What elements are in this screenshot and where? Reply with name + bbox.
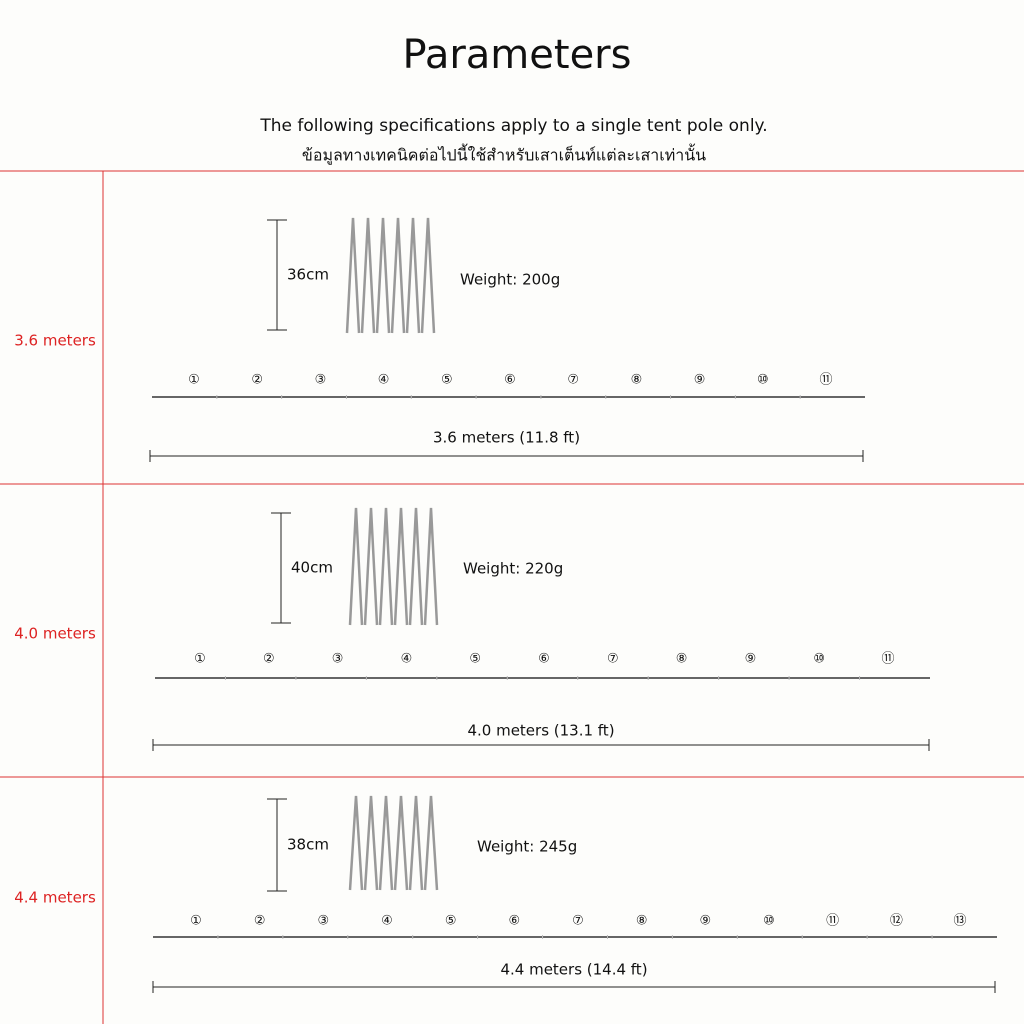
segment-number: ⑨ <box>700 914 712 929</box>
segment-number: ⑫ <box>890 914 903 929</box>
segment-number: ③ <box>332 652 344 667</box>
folded-pole <box>420 217 436 334</box>
total-length: 4.4 meters (14.4 ft) <box>500 961 647 979</box>
segment-number: ① <box>194 652 206 667</box>
segment-number: ⑨ <box>745 652 757 667</box>
folded-pole <box>345 217 361 334</box>
segment-number: ⑥ <box>504 373 516 388</box>
segment-number: ② <box>263 652 275 667</box>
folded-pole <box>360 217 376 334</box>
segment-number: ⑨ <box>694 373 706 388</box>
segment-number: ③ <box>315 373 327 388</box>
segment-number: ⑪ <box>881 652 894 667</box>
folded-length: 36cm <box>287 266 329 284</box>
segment-number: ⑤ <box>469 652 481 667</box>
segment-number: ⑤ <box>445 914 457 929</box>
segment-number: ② <box>254 914 266 929</box>
row-label: 4.0 meters <box>14 625 96 643</box>
folded-pole <box>375 217 391 334</box>
segment-number: ⑦ <box>572 914 584 929</box>
folded-pole <box>393 795 409 891</box>
subtitle: The following specifications apply to a … <box>259 116 767 136</box>
weight: Weight: 200g <box>460 271 560 289</box>
segment-number: ⑪ <box>819 373 832 388</box>
segment-number: ① <box>188 373 200 388</box>
segment-number: ⑩ <box>763 914 775 929</box>
total-length: 4.0 meters (13.1 ft) <box>467 722 614 740</box>
segment-number: ⑦ <box>607 652 619 667</box>
segment-number: ⑦ <box>567 373 579 388</box>
folded-length: 40cm <box>291 559 333 577</box>
title: Parameters <box>403 32 632 78</box>
total-length: 3.6 meters (11.8 ft) <box>433 429 580 447</box>
folded-pole <box>348 795 364 891</box>
folded-pole <box>348 507 364 626</box>
segment-number: ④ <box>381 914 393 929</box>
row-label: 4.4 meters <box>14 889 96 907</box>
folded-pole <box>408 507 424 626</box>
segment-number: ⑧ <box>636 914 648 929</box>
folded-pole <box>423 507 439 626</box>
weight: Weight: 220g <box>463 560 563 578</box>
folded-pole <box>390 217 406 334</box>
folded-pole <box>393 507 409 626</box>
segment-number: ⑩ <box>813 652 825 667</box>
folded-pole <box>378 795 394 891</box>
folded-pole <box>363 795 379 891</box>
weight: Weight: 245g <box>477 838 577 856</box>
subtitle-thai: ข้อมูลทางเทคนิคต่อไปนี้ใช้สำหรับเสาเต็นท… <box>302 144 706 166</box>
segment-number: ⑥ <box>538 652 550 667</box>
segment-number: ⑧ <box>631 373 643 388</box>
segment-number: ⑪ <box>826 914 839 929</box>
segment-number: ③ <box>318 914 330 929</box>
segment-number: ⑥ <box>509 914 521 929</box>
segment-number: ⑤ <box>441 373 453 388</box>
folded-pole <box>423 795 439 891</box>
segment-number: ④ <box>378 373 390 388</box>
segment-number: ② <box>251 373 263 388</box>
segment-number: ① <box>190 914 202 929</box>
segment-number: ⑩ <box>757 373 769 388</box>
row-label: 3.6 meters <box>14 332 96 350</box>
folded-length: 38cm <box>287 836 329 854</box>
folded-pole <box>408 795 424 891</box>
segment-number: ⑧ <box>676 652 688 667</box>
segment-number: ⑬ <box>953 914 966 929</box>
segment-number: ④ <box>401 652 413 667</box>
folded-pole <box>378 507 394 626</box>
folded-pole <box>405 217 421 334</box>
folded-pole <box>363 507 379 626</box>
